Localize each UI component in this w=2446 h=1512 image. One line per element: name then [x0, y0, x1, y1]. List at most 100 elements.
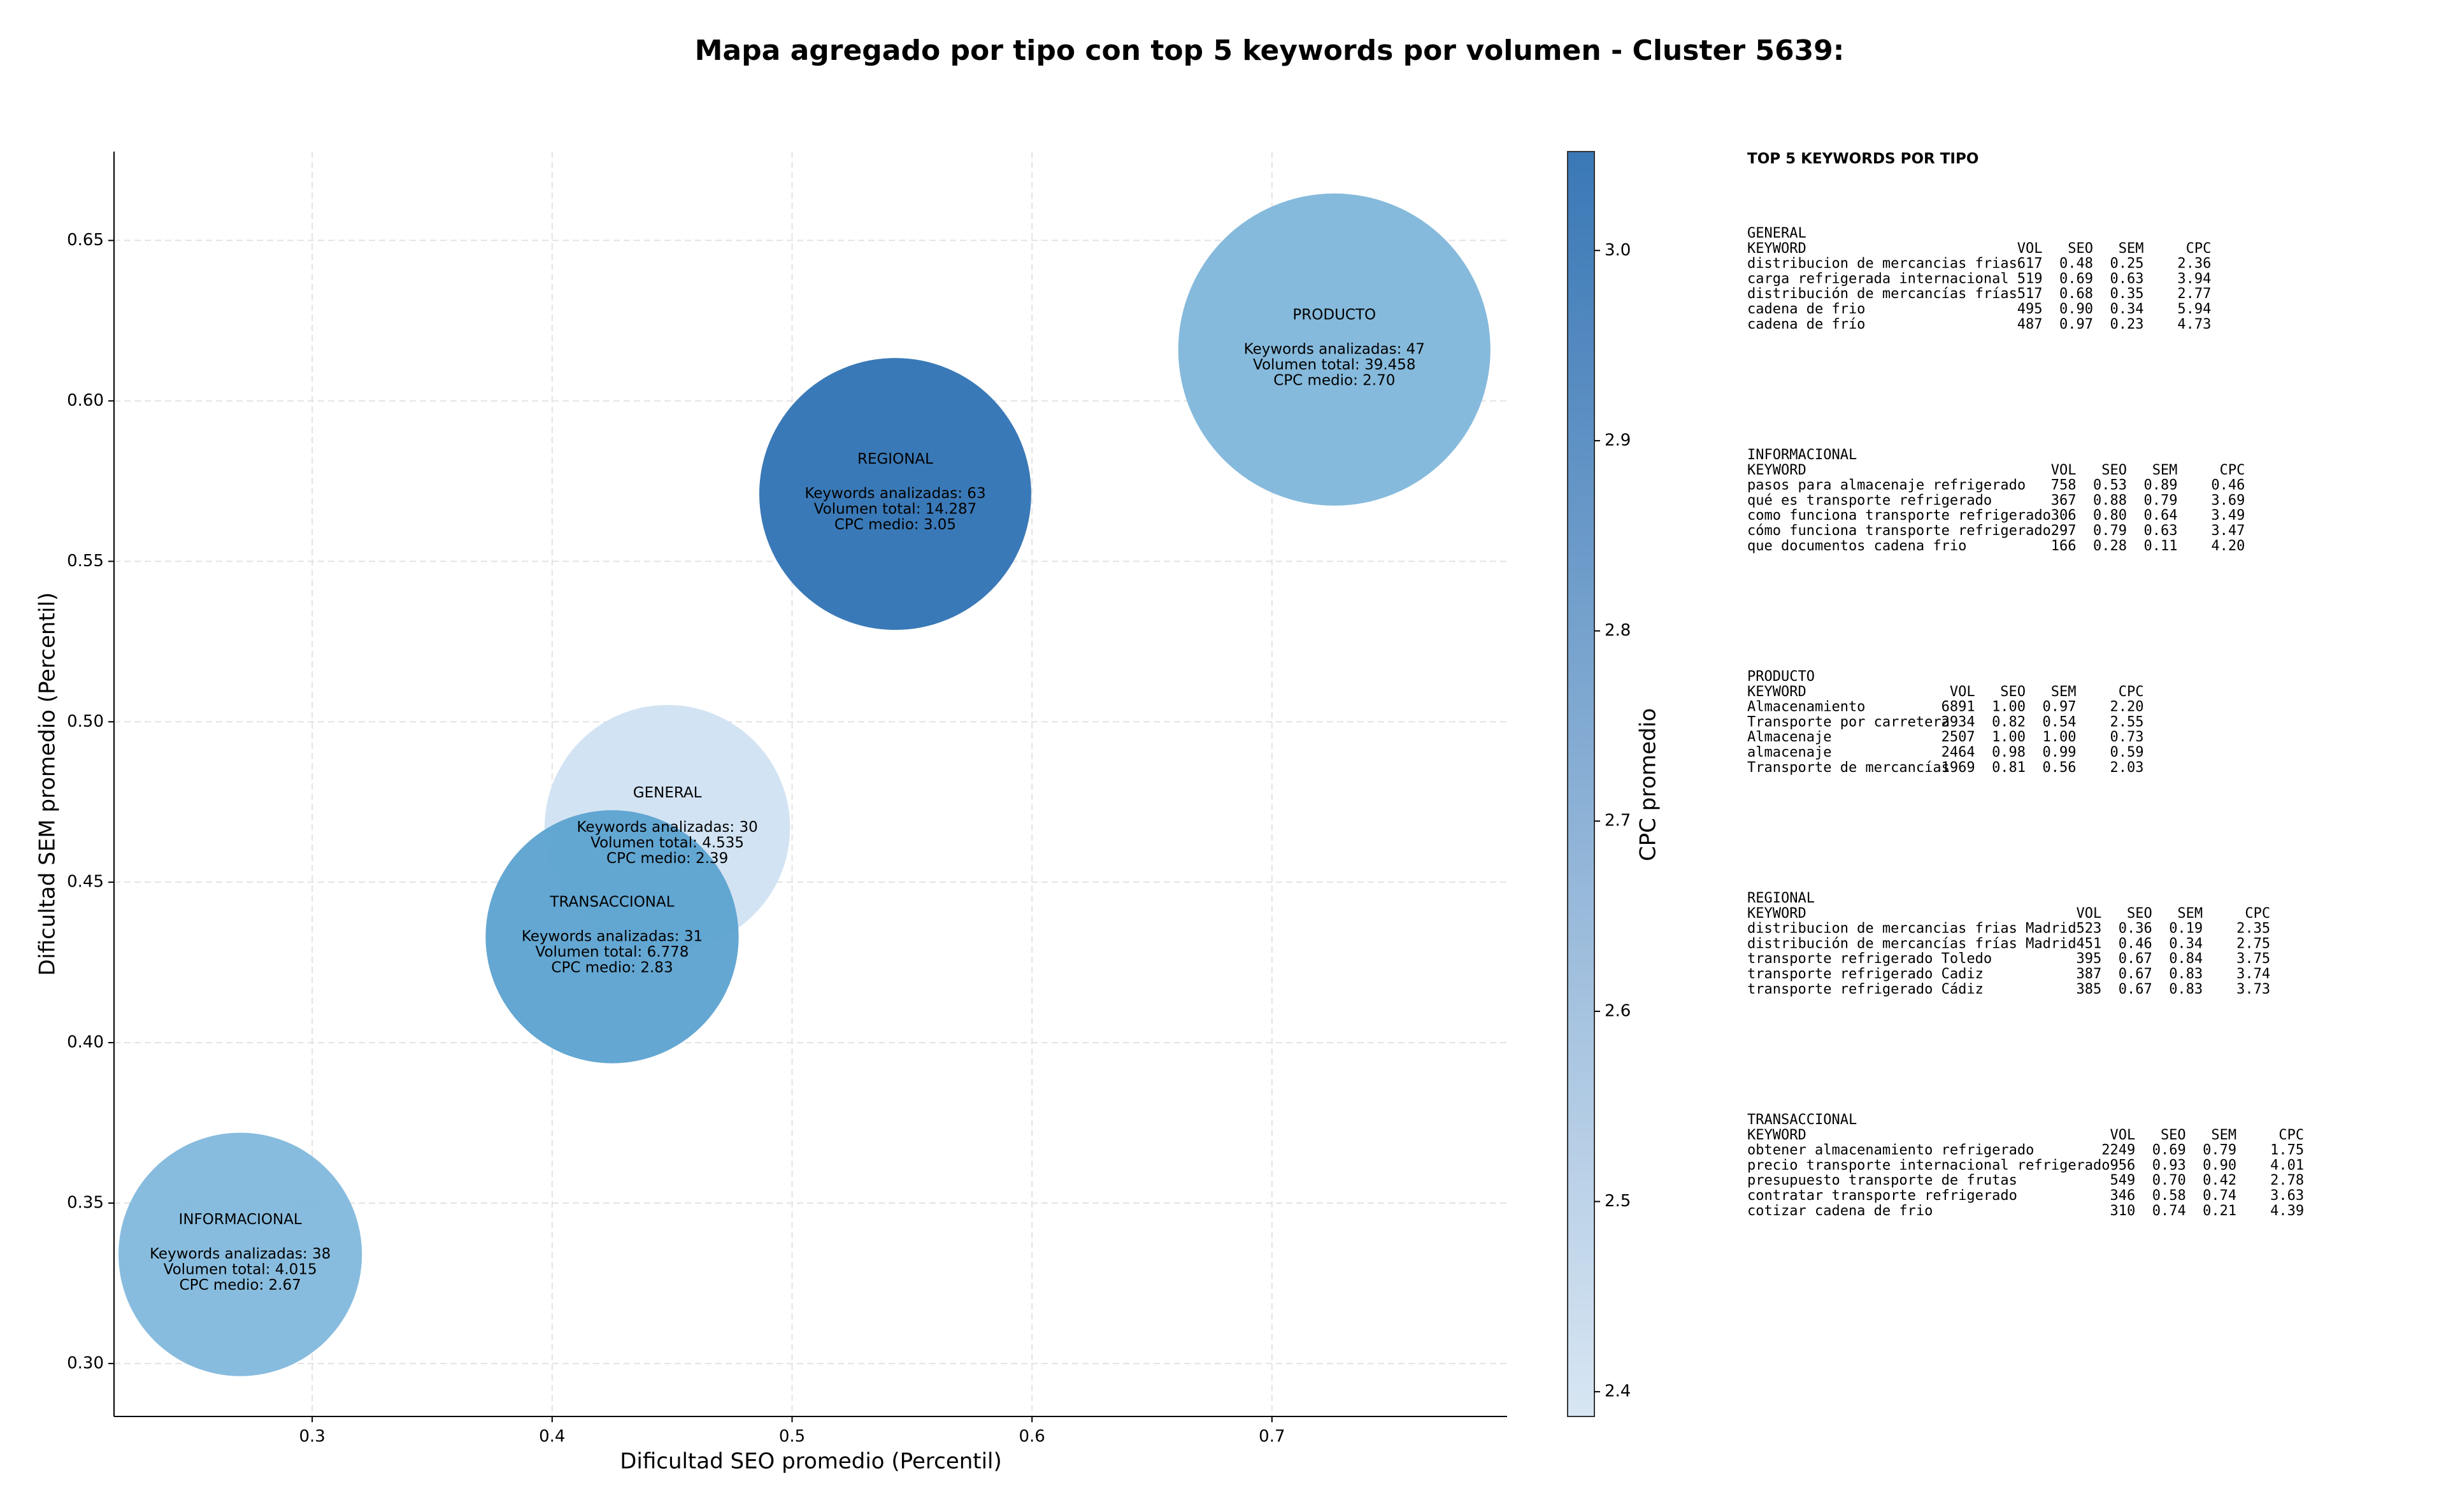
table-cell: 1.00 — [1992, 729, 2026, 745]
table-cell: 0.73 — [2110, 729, 2143, 745]
colorbar — [1567, 151, 1595, 1417]
column-header: KEYWORD — [1747, 462, 1806, 478]
table-cell: 3.47 — [2211, 523, 2245, 539]
x-tick-label: 0.4 — [539, 1427, 565, 1446]
table-cell: 1969 — [1942, 760, 1975, 776]
column-header: SEO — [2127, 906, 2152, 922]
table-cell: 0.54 — [2043, 714, 2077, 730]
x-tick-label: 0.3 — [299, 1427, 325, 1446]
bubble — [1178, 193, 1491, 506]
table-cell: 6891 — [1942, 699, 1975, 715]
table-cell: 0.98 — [1992, 745, 2026, 760]
table-cell: cotizar cadena de frio — [1747, 1203, 1933, 1219]
table-cell: 517 — [2017, 286, 2043, 302]
table-cell: 0.67 — [2119, 966, 2152, 982]
table-cell: 3.49 — [2211, 508, 2245, 524]
column-header: CPC — [2119, 684, 2144, 700]
column-header: VOL — [2076, 906, 2101, 922]
table-cell: 2507 — [1942, 729, 1975, 745]
y-tick-label: 0.50 — [67, 712, 104, 731]
table-cell: 0.67 — [2119, 951, 2152, 967]
table-cell: Almacenamiento — [1747, 699, 1865, 715]
table-cell: 0.80 — [2093, 508, 2127, 524]
table-cell: 956 — [2110, 1157, 2135, 1173]
table-cell: 2.35 — [2236, 921, 2270, 937]
column-header: SEM — [2152, 462, 2178, 478]
table-cell: 2.03 — [2110, 760, 2143, 776]
table-cell: 3.74 — [2236, 966, 2270, 982]
table-cell: 0.97 — [2043, 699, 2077, 715]
table-cell: obtener almacenamiento refrigerado — [1747, 1143, 2034, 1159]
column-header: SEO — [2101, 462, 2127, 478]
colorbar-tick-label: 2.9 — [1605, 431, 1631, 450]
table-cell: 0.58 — [2152, 1188, 2186, 1204]
table-cell: 346 — [2110, 1188, 2135, 1204]
table-cell: 2.36 — [2177, 256, 2211, 272]
table-cell: 0.79 — [2093, 523, 2127, 539]
table-cell: 487 — [2017, 317, 2043, 332]
table-cell: qué es transporte refrigerado — [1747, 492, 1992, 508]
bubble-label: Volumen total: 4.535 — [590, 835, 744, 852]
bubble-label: Volumen total: 39.458 — [1253, 357, 1416, 373]
column-header: CPC — [2245, 906, 2270, 922]
column-header: VOL — [2051, 462, 2077, 478]
table-cell: cadena de frío — [1747, 317, 1865, 332]
table-cell: 4.39 — [2270, 1203, 2304, 1219]
table-cell: 0.63 — [2110, 271, 2143, 287]
colorbar-tick-label: 2.7 — [1605, 811, 1631, 831]
table-cell: 1.00 — [1992, 699, 2026, 715]
table-cell: 2.77 — [2177, 286, 2211, 302]
table-cell: 0.99 — [2043, 745, 2077, 760]
column-header: KEYWORD — [1747, 906, 1806, 922]
x-tick-label: 0.5 — [779, 1427, 805, 1446]
table-cell: distribucion de mercancias frias Madrid — [1747, 921, 2077, 937]
colorbar-tick-label: 2.5 — [1605, 1192, 1631, 1211]
table-cell: transporte refrigerado Cádiz — [1747, 981, 1984, 997]
x-axis-label: Dificultad SEO promedio (Percentil) — [620, 1449, 1002, 1474]
table-cell: 3.63 — [2270, 1188, 2304, 1204]
bubble-name: REGIONAL — [857, 451, 933, 467]
table-cell: 549 — [2110, 1173, 2135, 1188]
column-header: KEYWORD — [1747, 684, 1806, 700]
bubble-label: Keywords analizadas: 38 — [150, 1246, 331, 1262]
y-tick-label: 0.65 — [67, 231, 104, 250]
y-tick-label: 0.35 — [67, 1193, 104, 1212]
table-cell: 0.74 — [2152, 1203, 2186, 1219]
bubble-label: CPC medio: 2.39 — [606, 850, 728, 867]
table-cell: 617 — [2017, 256, 2043, 272]
table-cell: 5.94 — [2177, 301, 2211, 317]
table-cell: como funciona transporte refrigerado — [1747, 508, 2051, 524]
y-tick-label: 0.45 — [67, 873, 104, 892]
table-cell: 0.11 — [2143, 538, 2177, 554]
table-cell: Almacenaje — [1747, 729, 1831, 745]
table-cell: 0.19 — [2169, 921, 2203, 937]
table-cell: transporte refrigerado Toledo — [1747, 951, 1992, 967]
bubble — [118, 1132, 362, 1376]
table-cell: 395 — [2076, 951, 2101, 967]
column-header: CPC — [2186, 241, 2212, 257]
table-cell: 1.75 — [2270, 1143, 2304, 1159]
chart-title: Mapa agregado por tipo con top 5 keyword… — [695, 34, 1845, 67]
table-cell: 367 — [2051, 492, 2077, 508]
table-cell: que documentos cadena frio — [1747, 538, 1966, 554]
table-cell: 2.20 — [2110, 699, 2143, 715]
table-cell: 3.73 — [2236, 981, 2270, 997]
table-cell: 3.69 — [2211, 492, 2245, 508]
table-cell: 0.48 — [2059, 256, 2093, 272]
y-tick-label: 0.40 — [67, 1033, 104, 1052]
table-cell: 519 — [2017, 271, 2043, 287]
column-header: CPC — [2220, 462, 2245, 478]
column-header: SEM — [2051, 684, 2077, 700]
bubble-label: Volumen total: 4.015 — [164, 1262, 317, 1278]
table-cell: 4.20 — [2211, 538, 2245, 554]
table-cell: 0.97 — [2059, 317, 2093, 332]
table-cell: 0.70 — [2152, 1173, 2186, 1188]
table-cell: distribución de mercancías frías — [1747, 286, 2017, 302]
column-header: VOL — [2017, 241, 2043, 257]
table-cell: 0.83 — [2169, 966, 2203, 982]
table-cell: transporte refrigerado Cadiz — [1747, 966, 1984, 982]
table-cell: 0.23 — [2110, 317, 2143, 332]
bubble-label: Keywords analizadas: 63 — [805, 485, 985, 502]
colorbar-tick-label: 2.4 — [1605, 1382, 1631, 1401]
